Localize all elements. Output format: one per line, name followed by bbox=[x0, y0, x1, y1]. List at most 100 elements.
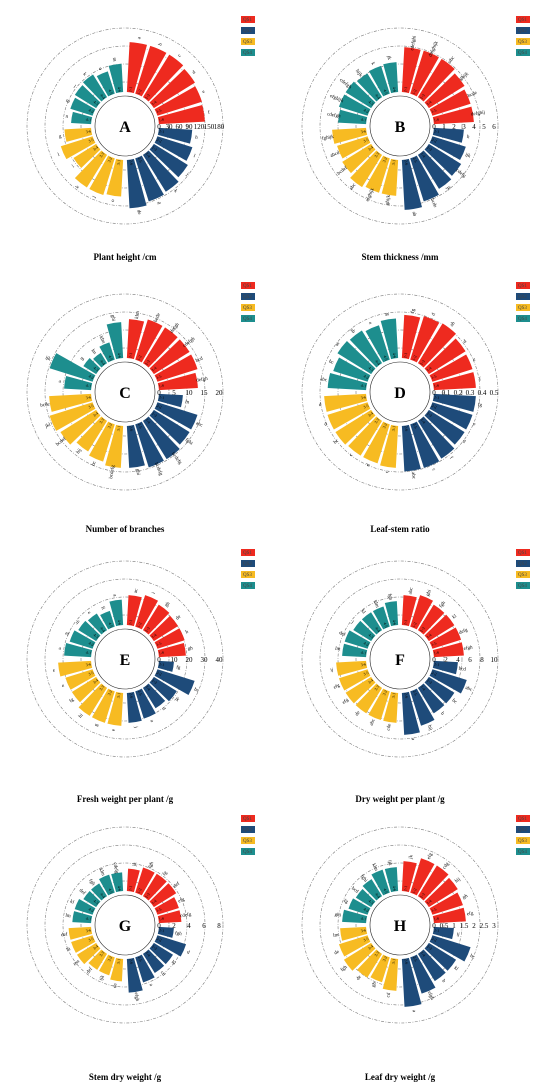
bar bbox=[410, 595, 434, 630]
bar bbox=[355, 683, 383, 714]
bar-data-label: fg bbox=[69, 697, 76, 704]
category-label: 4-1 bbox=[361, 383, 367, 389]
tick-label: 6 bbox=[468, 656, 472, 664]
bar bbox=[345, 81, 376, 109]
bar-data-label: e bbox=[53, 668, 57, 673]
bar bbox=[432, 127, 464, 143]
bar-data-label: efg bbox=[178, 897, 186, 904]
tick-label: 8 bbox=[217, 922, 221, 930]
bar bbox=[432, 393, 476, 412]
legend-label: QS2 bbox=[518, 29, 527, 34]
bar bbox=[157, 926, 174, 938]
bar bbox=[71, 935, 96, 953]
bar bbox=[429, 136, 466, 160]
tick-label: 0 bbox=[432, 123, 436, 131]
bar-data-label: b bbox=[440, 979, 446, 984]
panel-caption: Fresh weight per plant /g bbox=[77, 794, 174, 804]
bar bbox=[353, 620, 376, 642]
bar-data-label: cd bbox=[386, 992, 392, 998]
grid-ring bbox=[319, 45, 481, 207]
bar-data-label: b bbox=[439, 711, 445, 716]
bar-data-label: hij bbox=[426, 725, 433, 732]
panel-letter: A bbox=[119, 119, 131, 136]
category-label: 1-2 bbox=[411, 354, 418, 361]
tick-label: 1.5 bbox=[460, 922, 469, 930]
bar-data-label: bc bbox=[328, 359, 335, 366]
bar-data-label: m bbox=[65, 99, 71, 105]
bar-data-label: fi bbox=[99, 606, 105, 611]
bar bbox=[78, 683, 108, 716]
bar-data-label: cdefghi bbox=[410, 35, 417, 51]
bar bbox=[410, 858, 435, 896]
grid-ring bbox=[355, 614, 445, 704]
bar bbox=[417, 683, 445, 714]
category-label: 4-1 bbox=[361, 916, 367, 922]
category-label: 3-5 bbox=[87, 670, 94, 677]
grid-ring bbox=[44, 311, 206, 473]
bar bbox=[157, 393, 183, 408]
bar-data-label: gh bbox=[187, 646, 193, 652]
category-label: 2-6 bbox=[129, 425, 135, 431]
category-label: 3-6 bbox=[85, 927, 91, 933]
tick-label: 10 bbox=[491, 656, 499, 664]
panel-a: 1-1 a 1-2 b 1-3 c 1-4 d 1-5 e 1-6 f 2-1 h 2-2 l 2-3 j 2-4 k… bbox=[26, 16, 255, 262]
bar-data-label: i bbox=[152, 591, 157, 595]
bar bbox=[154, 897, 179, 915]
category-label: 2-5 bbox=[137, 156, 144, 163]
category-label: 1-4 bbox=[150, 632, 157, 639]
category-label: 3-2 bbox=[106, 689, 113, 696]
bar-data-label: ijk bbox=[464, 153, 471, 160]
legend-label: QS3 bbox=[243, 306, 252, 311]
category-label: 3-1 bbox=[391, 692, 397, 698]
legend-label: QS4 bbox=[518, 51, 527, 56]
category-label: 4-2 bbox=[88, 640, 95, 647]
category-label: 1-1 bbox=[402, 885, 408, 891]
category-label: 4-5 bbox=[107, 88, 114, 95]
bar bbox=[429, 669, 467, 694]
bar bbox=[106, 158, 124, 197]
bar bbox=[126, 691, 142, 723]
category-label: 3-1 bbox=[116, 425, 122, 431]
legend-label: QS4 bbox=[243, 317, 252, 322]
bar-data-label: ghi bbox=[334, 913, 342, 919]
category-label: 2-2 bbox=[156, 936, 163, 943]
bar-data-label: fg bbox=[162, 870, 169, 877]
legend-swatch bbox=[241, 848, 255, 855]
bar bbox=[126, 42, 148, 94]
bar-data-label: cdefgh bbox=[327, 112, 342, 119]
bar bbox=[71, 676, 101, 703]
inner-circle bbox=[369, 894, 431, 956]
bar bbox=[73, 143, 101, 169]
bar bbox=[49, 402, 96, 431]
bar-data-label: m bbox=[185, 400, 190, 406]
bar bbox=[157, 372, 198, 391]
tick-label: 5 bbox=[172, 389, 176, 397]
bar bbox=[424, 942, 457, 971]
bar-data-label: def bbox=[78, 888, 86, 896]
bar bbox=[350, 150, 383, 188]
bar-data-label: de bbox=[135, 210, 141, 216]
bar bbox=[105, 424, 124, 468]
bar bbox=[401, 861, 417, 893]
category-label: 1-2 bbox=[136, 88, 143, 95]
category-label: 3-2 bbox=[106, 156, 113, 163]
category-label: 1-3 bbox=[419, 626, 426, 633]
inner-circle bbox=[94, 628, 156, 690]
panel-letter: E bbox=[120, 652, 131, 669]
category-label: 4-4 bbox=[374, 626, 381, 633]
category-label: 1-1 bbox=[402, 619, 408, 625]
bar-data-label: def bbox=[173, 881, 181, 889]
bar-data-label: ijk bbox=[44, 356, 51, 363]
category-label: 4-2 bbox=[363, 373, 370, 380]
category-label: 4-5 bbox=[382, 354, 389, 361]
legend-swatch bbox=[241, 560, 255, 567]
bar bbox=[154, 136, 193, 161]
bar bbox=[78, 620, 101, 642]
bar bbox=[135, 595, 159, 630]
category-label: 1-2 bbox=[411, 621, 418, 628]
bar-data-label: j bbox=[133, 725, 138, 728]
bar bbox=[401, 47, 421, 94]
category-label: 3-4 bbox=[92, 944, 99, 951]
bar bbox=[154, 86, 202, 116]
tick-label: 0.4 bbox=[478, 389, 487, 397]
